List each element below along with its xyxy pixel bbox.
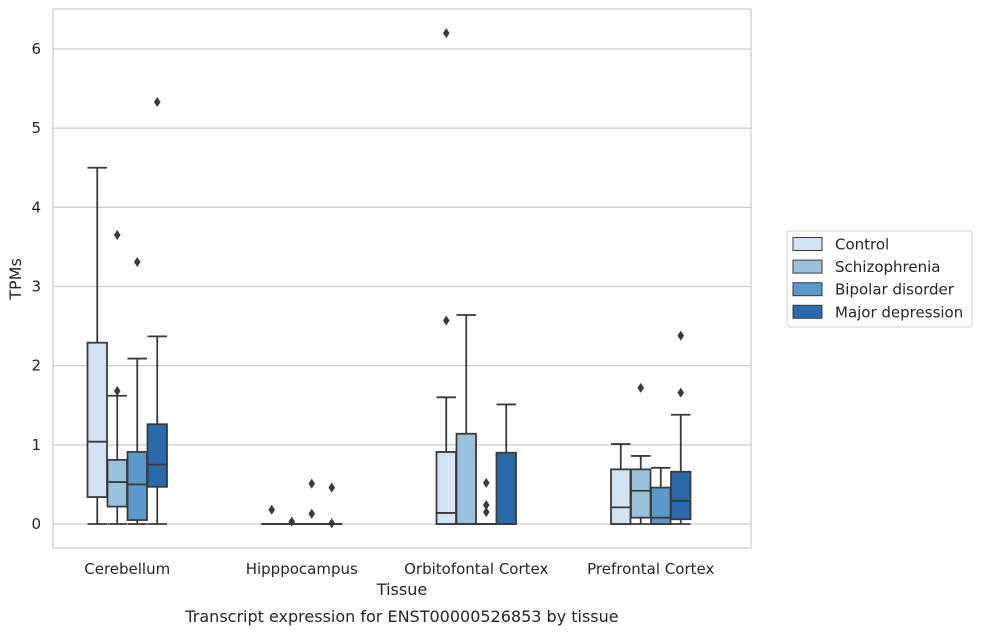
legend-swatch xyxy=(792,304,823,319)
box-bipolar-disorder xyxy=(126,256,148,525)
box-control xyxy=(86,166,108,525)
outlier-point xyxy=(442,315,450,326)
outlier-point xyxy=(153,97,161,108)
chart-title: Transcript expression for ENST0000052685… xyxy=(184,607,618,626)
legend-swatch xyxy=(792,237,823,251)
box-body xyxy=(630,468,652,519)
legend-label: Major depression xyxy=(835,303,963,321)
legend-label: Bipolar disorder xyxy=(835,281,955,299)
y-tick-label: 0 xyxy=(31,515,41,533)
outlier-point xyxy=(482,500,490,510)
y-axis-label: TPMs xyxy=(6,258,25,301)
box-body xyxy=(146,423,168,488)
outlier-point xyxy=(637,382,645,393)
outlier-point xyxy=(113,386,121,396)
box-body xyxy=(455,432,477,525)
box-body xyxy=(670,470,692,521)
box-schizophrenia xyxy=(106,230,128,525)
box-bipolar-disorder xyxy=(475,477,497,525)
outlier-point xyxy=(442,28,450,39)
box-control xyxy=(435,28,457,525)
y-tick-label: 4 xyxy=(31,198,41,216)
y-tick-label: 6 xyxy=(31,40,41,58)
outlier-point xyxy=(113,230,121,241)
outlier-point xyxy=(328,482,336,493)
box-major-depression xyxy=(146,97,168,525)
outlier-point xyxy=(482,477,490,488)
box-schizophrenia xyxy=(630,382,652,525)
box-control xyxy=(261,504,283,525)
outlier-point xyxy=(328,518,336,529)
y-tick-label: 5 xyxy=(31,119,41,137)
x-tick-label: Cerebellum xyxy=(84,560,170,578)
x-tick-label: Hipppocampus xyxy=(246,560,358,578)
box-body xyxy=(86,341,108,498)
legend: Control Schizophrenia Bipolar disorder Majo… xyxy=(786,230,973,328)
legend-label: Control xyxy=(835,236,889,254)
y-tick-label: 3 xyxy=(31,278,41,296)
plot-frame xyxy=(52,8,752,549)
x-axis-label: Tissue xyxy=(376,580,427,599)
y-tick-label: 2 xyxy=(31,357,41,375)
box-major-depression xyxy=(670,330,692,525)
outlier-point xyxy=(308,478,316,489)
box-major-depression xyxy=(495,403,517,525)
outlier-point xyxy=(677,330,685,341)
legend-swatch xyxy=(792,282,823,297)
outlier-point xyxy=(288,516,296,527)
legend-swatch xyxy=(792,259,823,274)
y-tick-labels: 0 1 2 3 4 5 6 xyxy=(31,40,41,533)
gridlines xyxy=(53,48,751,525)
box-body xyxy=(495,451,517,525)
legend-label: Schizophrenia xyxy=(835,258,940,276)
box-bipolar-disorder xyxy=(301,478,323,525)
outlier-point xyxy=(308,508,316,519)
box-schizophrenia xyxy=(281,516,303,527)
x-tick-label: Prefrontal Cortex xyxy=(587,560,714,578)
box-schizophrenia xyxy=(455,314,477,525)
x-tick-label: Orbitofontal Cortex xyxy=(404,560,548,578)
box-body xyxy=(106,458,128,508)
outlier-point xyxy=(482,507,490,518)
box-body xyxy=(610,468,632,525)
outlier-point xyxy=(133,256,141,267)
outlier-point xyxy=(268,504,276,515)
box-body xyxy=(126,451,148,521)
legend-frame xyxy=(786,230,973,328)
y-tick-label: 1 xyxy=(31,436,41,454)
box-major-depression xyxy=(321,482,343,529)
box-series xyxy=(86,28,692,529)
box-bipolar-disorder xyxy=(650,466,672,525)
outlier-point xyxy=(677,387,685,398)
x-tick-labels: Cerebellum Hipppocampus Orbitofontal Corte… xyxy=(84,560,714,578)
box-control xyxy=(610,443,632,525)
